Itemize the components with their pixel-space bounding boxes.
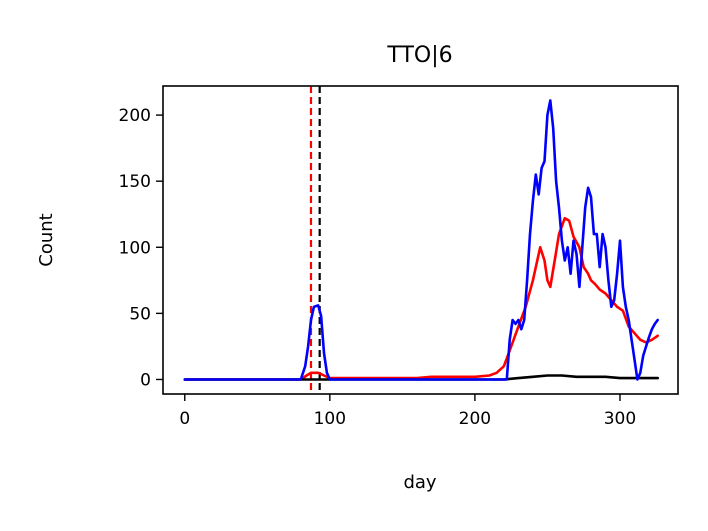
- y-axis-label: Count: [36, 213, 57, 266]
- x-tick-label: 300: [604, 409, 636, 429]
- chart-title: TTO|6: [386, 43, 452, 68]
- x-tick-label: 0: [179, 409, 190, 429]
- plot-background: [163, 86, 678, 394]
- series-line-3: [183, 99, 659, 381]
- y-tick-label: 150: [119, 172, 151, 192]
- x-axis-label: day: [403, 472, 436, 493]
- y-tick-label: 100: [119, 238, 151, 258]
- plot-frame: [162, 85, 679, 395]
- y-tick-label: 50: [129, 304, 151, 324]
- y-tick-label: 200: [119, 106, 151, 126]
- y-tick-label: 0: [140, 370, 151, 390]
- series-line-1: [183, 216, 659, 381]
- x-tick-label: 200: [459, 409, 491, 429]
- x-tick-label: 100: [314, 409, 346, 429]
- series-line-2: [183, 374, 659, 381]
